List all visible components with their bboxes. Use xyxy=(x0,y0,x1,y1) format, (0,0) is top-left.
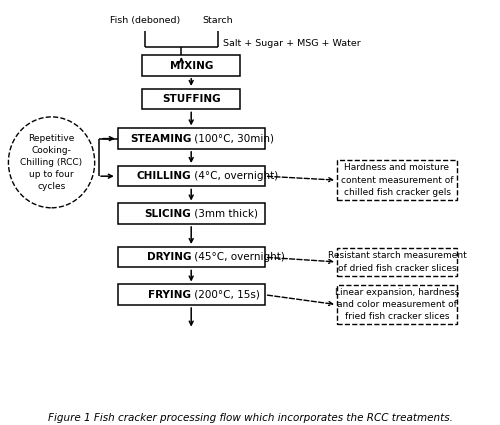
FancyBboxPatch shape xyxy=(337,160,457,200)
Text: (4°C, overnight): (4°C, overnight) xyxy=(191,171,278,181)
Text: Resistant starch measurement
of dried fish cracker slices: Resistant starch measurement of dried fi… xyxy=(328,251,466,272)
FancyBboxPatch shape xyxy=(118,204,264,224)
Text: Starch: Starch xyxy=(203,16,234,25)
FancyBboxPatch shape xyxy=(337,248,457,276)
Text: CHILLING: CHILLING xyxy=(136,171,191,181)
Text: SLICING: SLICING xyxy=(144,209,191,219)
Text: Linear expansion, hardness
and color measurement of
fried fish cracker slices: Linear expansion, hardness and color mea… xyxy=(335,288,459,321)
Text: (3mm thick): (3mm thick) xyxy=(191,209,258,219)
Text: (45°C, overnight): (45°C, overnight) xyxy=(191,252,285,262)
FancyBboxPatch shape xyxy=(118,247,264,267)
FancyBboxPatch shape xyxy=(118,166,264,187)
Text: Salt + Sugar + MSG + Water: Salt + Sugar + MSG + Water xyxy=(223,39,361,48)
FancyBboxPatch shape xyxy=(337,285,457,324)
FancyBboxPatch shape xyxy=(142,55,240,76)
FancyBboxPatch shape xyxy=(118,284,264,305)
Text: Fish (deboned): Fish (deboned) xyxy=(110,16,180,25)
FancyBboxPatch shape xyxy=(118,128,264,149)
Text: Repetitive
Cooking-
Chilling (RCC)
up to four
cycles: Repetitive Cooking- Chilling (RCC) up to… xyxy=(20,133,82,191)
Text: FRYING: FRYING xyxy=(148,290,191,300)
Text: MIXING: MIXING xyxy=(170,60,213,71)
Text: STEAMING: STEAMING xyxy=(130,133,191,144)
Text: (100°C, 30min): (100°C, 30min) xyxy=(191,133,274,144)
Text: DRYING: DRYING xyxy=(146,252,191,262)
Text: STUFFING: STUFFING xyxy=(162,94,220,104)
Text: (200°C, 15s): (200°C, 15s) xyxy=(191,290,260,300)
FancyBboxPatch shape xyxy=(142,89,240,109)
Text: Hardness and moisture
content measurement of
chilled fish cracker gels: Hardness and moisture content measuremen… xyxy=(341,164,453,197)
Text: Figure 1 Fish cracker processing flow which incorporates the RCC treatments.: Figure 1 Fish cracker processing flow wh… xyxy=(48,413,452,423)
